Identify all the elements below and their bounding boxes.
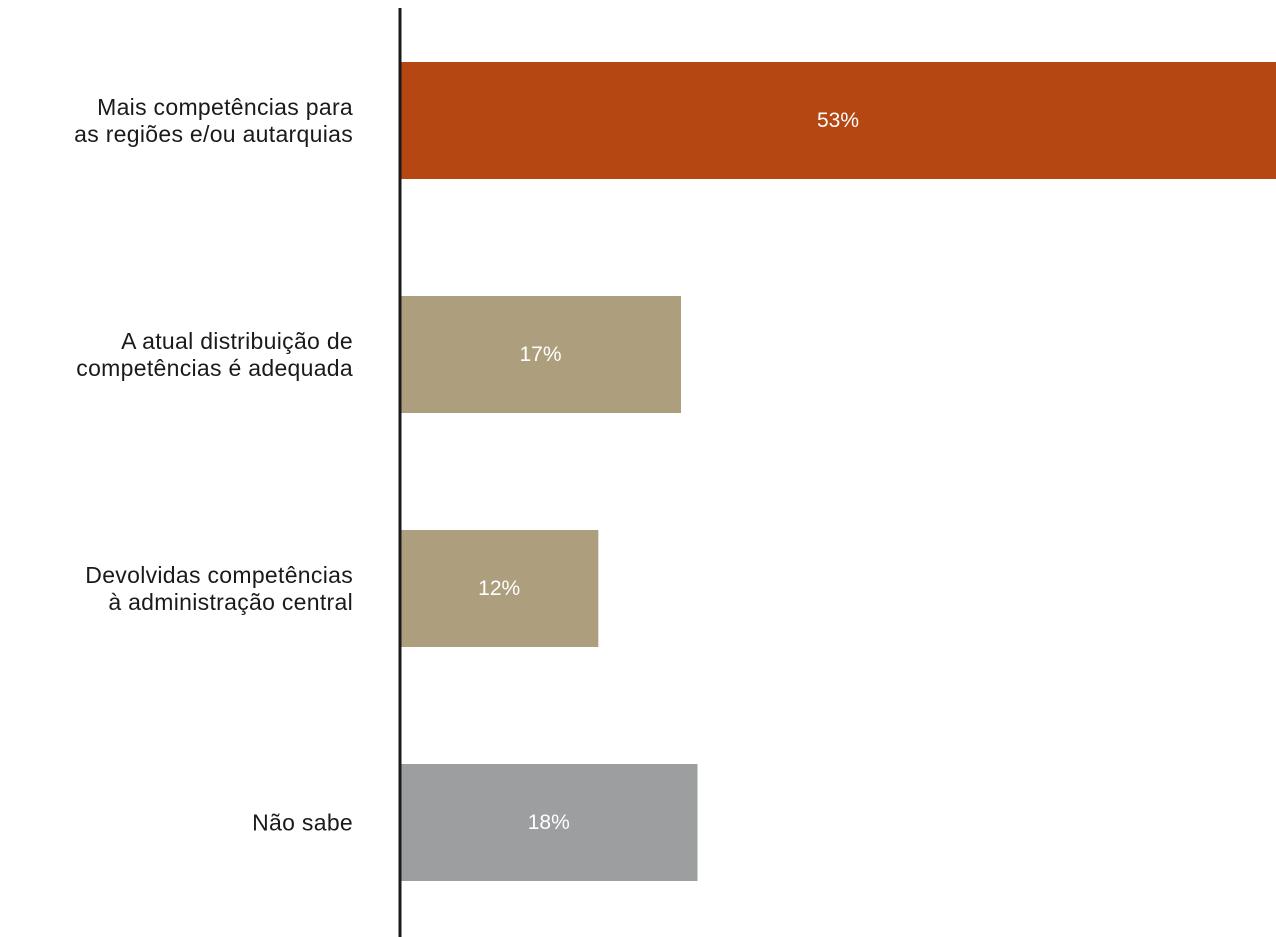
category-label-3-line-2: à administração central (108, 589, 353, 615)
category-label-4-line-1: Não sabe (252, 810, 353, 836)
category-label-1-line-1: Mais competências para (97, 94, 353, 120)
bar-value-label-4: 18% (528, 811, 570, 834)
category-label-1-line-2: as regiões e/ou autarquias (74, 121, 353, 147)
bars-layer: 53% 17% 12% 18% (400, 62, 1276, 881)
bar-3 (400, 530, 599, 647)
bar-value-label-1: 53% (817, 109, 859, 132)
bar-4 (400, 764, 698, 881)
category-label-2-line-2: competências é adequada (76, 355, 353, 381)
bar-1 (400, 62, 1276, 179)
bar-2 (400, 296, 681, 413)
bar-value-label-3: 12% (478, 577, 520, 600)
bar-value-label-2: 17% (519, 343, 561, 366)
category-label-2-line-1: A atual distribuição de (121, 328, 353, 354)
category-label-3-line-1: Devolvidas competências (85, 562, 353, 588)
